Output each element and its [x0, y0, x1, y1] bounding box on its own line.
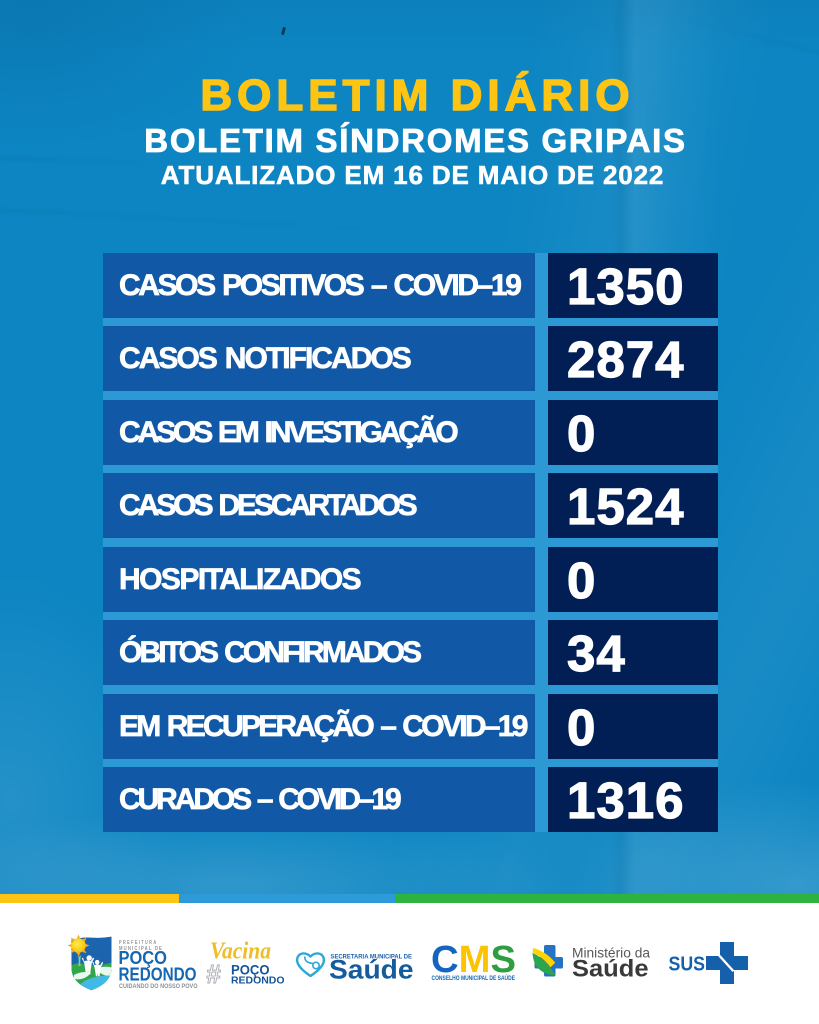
svg-text:Saúde: Saúde: [572, 956, 649, 983]
svg-text:CONSELHO MUNICIPAL DE SAÚDE: CONSELHO MUNICIPAL DE SAÚDE: [432, 973, 516, 982]
svg-text:REDONDO: REDONDO: [119, 965, 197, 985]
svg-text:SUS: SUS: [669, 954, 706, 976]
svg-text:MUNICIPAL DE: MUNICIPAL DE: [119, 946, 163, 952]
svg-text:POÇO: POÇO: [231, 963, 270, 978]
svg-text:POÇO: POÇO: [119, 948, 168, 968]
svg-text:CUIDANDO DO NOSSO POVO: CUIDANDO DO NOSSO POVO: [119, 984, 198, 990]
svg-text:Ministério da: Ministério da: [572, 946, 651, 961]
svg-text:PREFEITURA: PREFEITURA: [119, 940, 158, 946]
svg-text:REDONDO: REDONDO: [231, 975, 285, 987]
svg-text:Saúde: Saúde: [329, 955, 414, 985]
svg-text:SECRETARIA MUNICIPAL DE: SECRETARIA MUNICIPAL DE: [331, 954, 413, 961]
svg-text:CMS: CMS: [431, 939, 516, 981]
svg-text:#: #: [206, 959, 221, 989]
svg-text:Vacina: Vacina: [210, 939, 271, 965]
